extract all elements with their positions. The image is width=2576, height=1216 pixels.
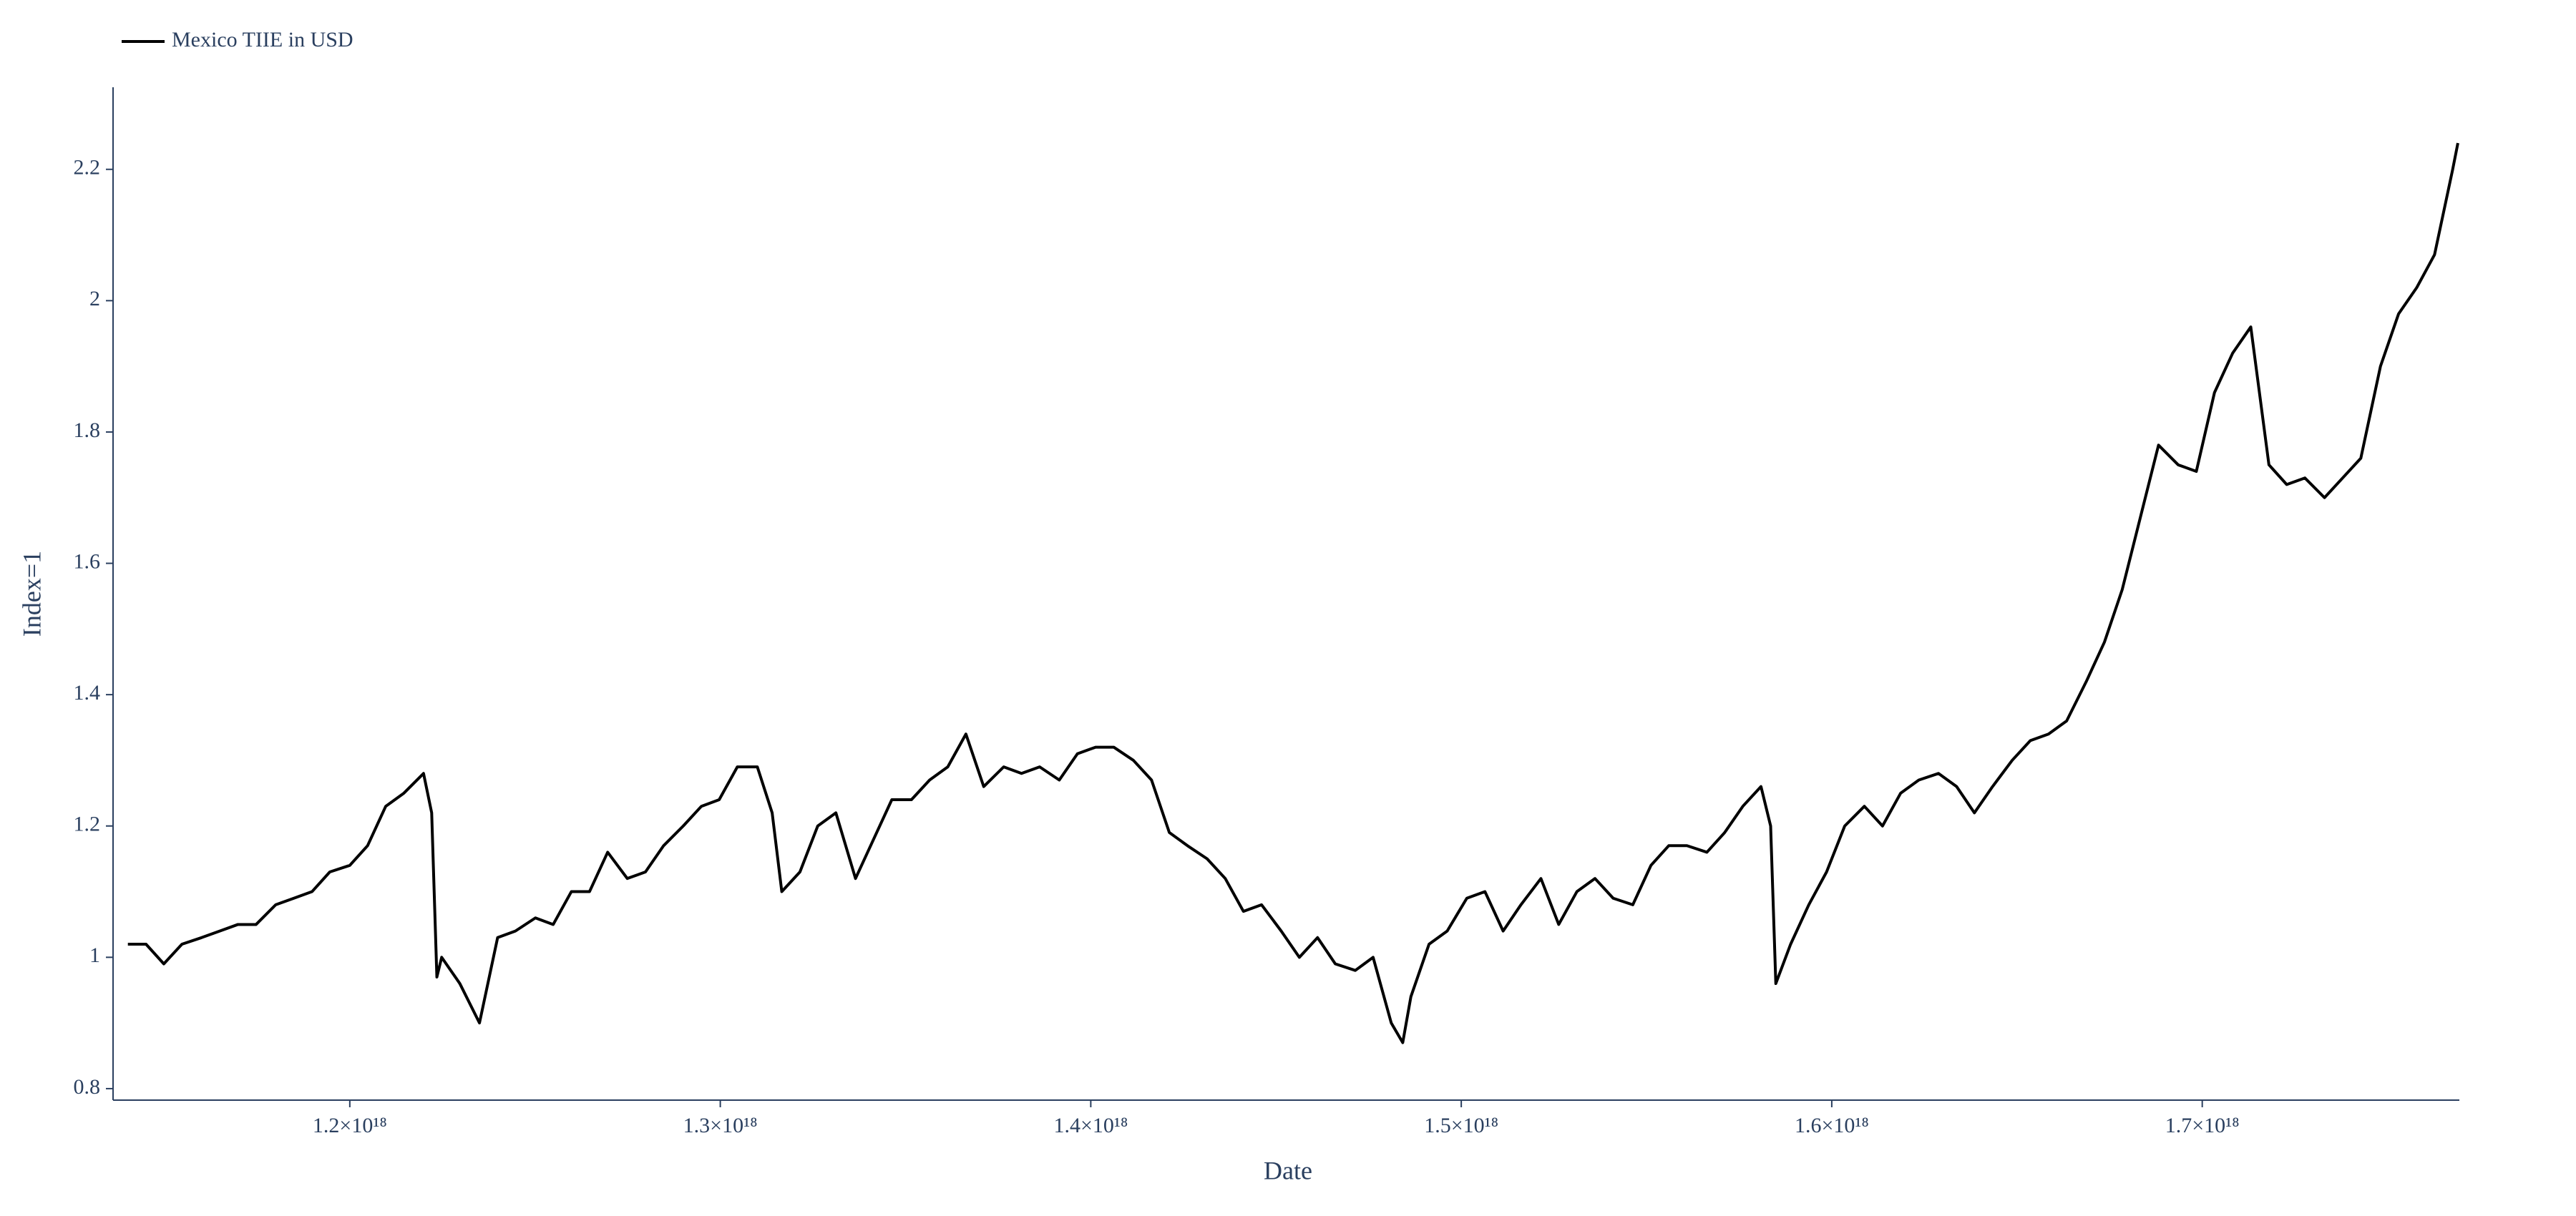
y-tick-label: 1.2 <box>74 813 101 836</box>
x-tick-label: 1.6×10¹⁸ <box>1795 1114 1869 1137</box>
x-tick-label: 1.5×10¹⁸ <box>1424 1114 1498 1137</box>
y-tick-label: 1.4 <box>74 681 101 705</box>
y-axis-title: Index=1 <box>17 551 46 637</box>
x-tick-label: 1.4×10¹⁸ <box>1053 1114 1128 1137</box>
legend-label: Mexico TIIE in USD <box>172 28 353 52</box>
y-tick-label: 2.2 <box>74 156 101 180</box>
y-tick-label: 1 <box>89 943 100 967</box>
data-line <box>127 142 2459 1044</box>
x-tick-label: 1.3×10¹⁸ <box>683 1114 758 1137</box>
y-tick-label: 2 <box>89 287 100 310</box>
y-tick-label: 1.6 <box>74 549 101 573</box>
y-tick-label: 1.8 <box>74 418 101 442</box>
x-tick-label: 1.2×10¹⁸ <box>313 1114 387 1137</box>
x-tick-label: 1.7×10¹⁸ <box>2165 1114 2240 1137</box>
y-tick-label: 0.8 <box>74 1075 101 1099</box>
x-axis-title: Date <box>1264 1156 1312 1185</box>
